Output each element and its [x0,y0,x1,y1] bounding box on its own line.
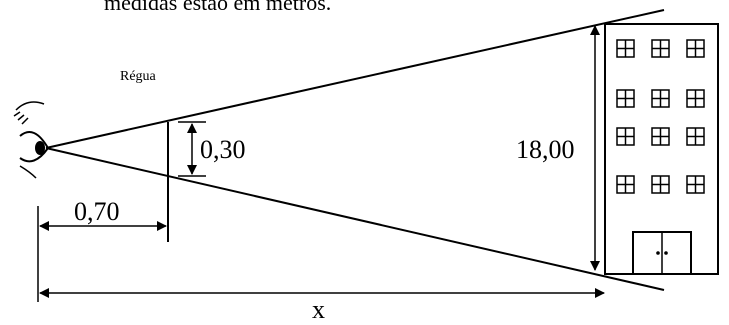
total-distance-label: x [312,295,325,320]
building-height-label: 18,00 [516,135,575,164]
ruler-label: Régua [120,69,157,84]
ruler-distance-label: 0,70 [74,197,120,226]
eye-icon [13,101,50,179]
sight-line-bottom [45,147,665,291]
sight-line-top [45,9,665,149]
caption-fragment: medidas estão em metros. [104,0,331,15]
building-icon [604,23,719,275]
ruler-height-label: 0,30 [200,135,246,164]
